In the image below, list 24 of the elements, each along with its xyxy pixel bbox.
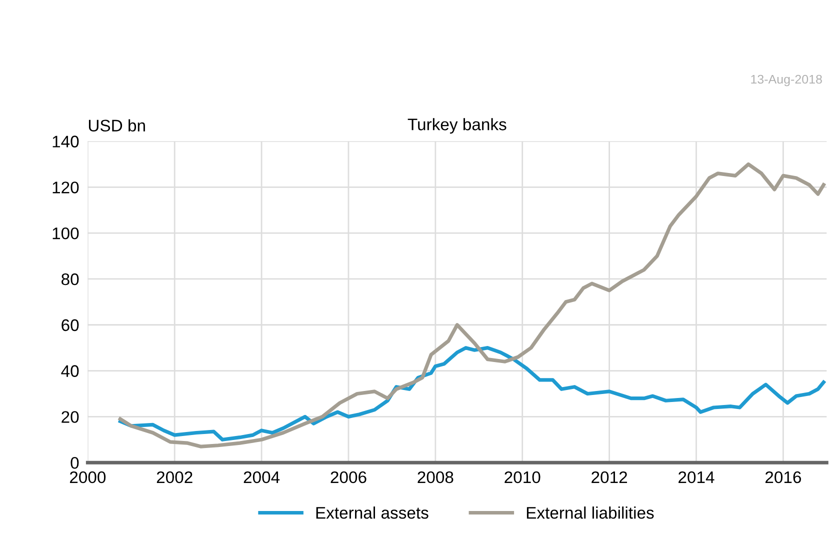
x-tick-label: 2012 [592,471,628,484]
y-tick-label: 140 [52,136,79,148]
y-tick-label: 120 [52,182,79,194]
y-axis-title: USD bn [88,119,145,132]
line-series [118,346,826,442]
y-tick-label: 60 [62,319,79,332]
x-tick-label: 2014 [678,471,714,484]
x-tick-label: 2008 [418,471,454,484]
y-tick-label: 100 [52,227,79,240]
x-tick-label: 2002 [156,471,192,484]
legend-label: External liabilities [526,506,654,519]
y-tick-label: 80 [62,273,79,286]
chart-title: Turkey banks [408,118,506,134]
x-tick-label: 2010 [504,471,540,484]
text: 13-Aug-2018 [751,74,822,86]
y-tick-label: 20 [62,411,79,423]
x-tick-label: 2000 [70,471,106,484]
y-tick-label: 40 [61,365,79,377]
y-tick-label: 0 [70,456,79,469]
line-series [118,162,826,448]
x-tick-label: 2016 [765,471,801,484]
x-tick-label: 2004 [244,471,280,484]
x-tick-label: 2006 [330,471,366,484]
legend-label: External assets [316,506,428,519]
